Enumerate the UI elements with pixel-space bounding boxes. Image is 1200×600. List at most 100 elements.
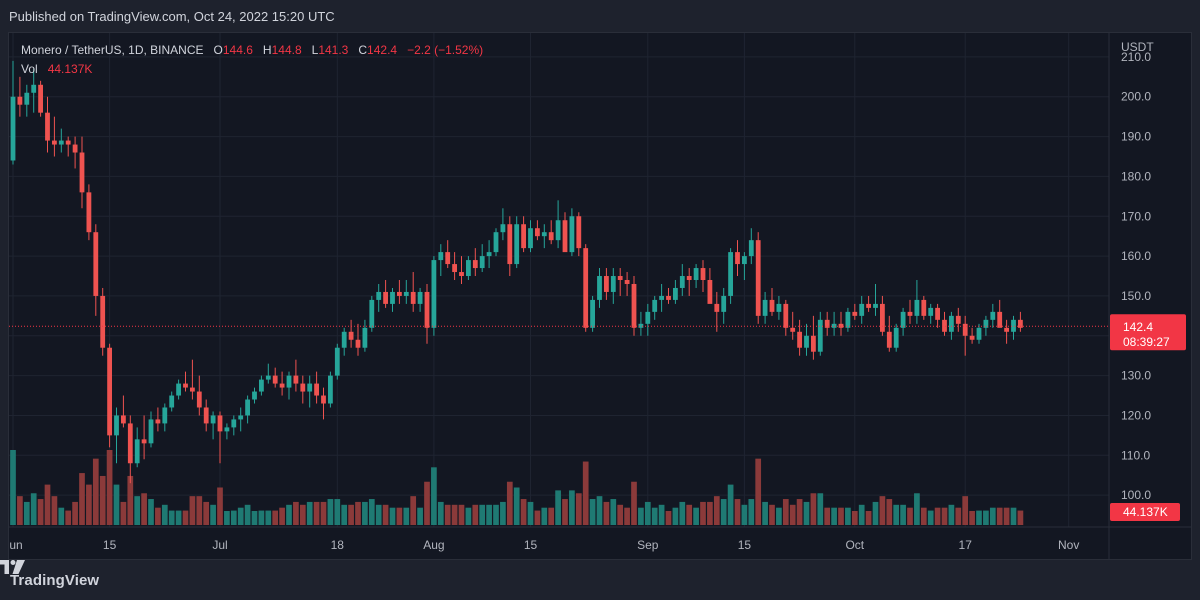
candle-body — [886, 331, 892, 348]
volume-bar — [106, 450, 113, 525]
volume-bar — [444, 504, 451, 525]
volume-bar — [562, 499, 568, 525]
candle-body — [866, 303, 871, 308]
candlestick-chart[interactable]: 210.0200.0190.0180.0170.0160.0150.0140.0… — [9, 33, 1192, 560]
x-tick-label: 15 — [738, 538, 752, 552]
candle-body — [196, 391, 202, 408]
candle-body — [403, 291, 409, 296]
volume-bar — [210, 504, 216, 525]
candle-body — [707, 280, 713, 304]
volume-bar — [713, 496, 720, 525]
volume-bar — [148, 499, 154, 525]
volume-bar — [762, 501, 768, 525]
volume-bar — [486, 504, 492, 525]
volume-bar — [589, 499, 596, 525]
volume-bar — [99, 475, 106, 525]
candle-body — [811, 335, 816, 352]
y-tick-label: 180.0 — [1121, 169, 1151, 183]
candle-body — [300, 383, 306, 392]
candle-body — [410, 291, 416, 304]
symbol-label[interactable]: Monero / TetherUS, 1D, BINANCE — [21, 43, 204, 57]
volume-bar — [44, 484, 51, 525]
candle-body — [58, 140, 64, 145]
candle-body — [893, 327, 899, 348]
volume-bar — [348, 504, 354, 525]
candle-body — [645, 311, 651, 324]
volume-bar — [30, 493, 37, 525]
candle-body — [17, 96, 23, 105]
volume-bar — [51, 496, 58, 525]
volume-bar — [575, 493, 582, 525]
volume-bar — [251, 511, 258, 525]
volume-bar — [451, 504, 458, 525]
volume-bar — [976, 510, 982, 525]
close-label: C — [358, 43, 368, 57]
volume-bar — [734, 499, 741, 525]
volume-bar — [258, 510, 265, 525]
candle-body — [31, 84, 37, 93]
candle-body — [121, 415, 126, 424]
candle-body — [1011, 319, 1016, 332]
candle-body — [238, 415, 244, 420]
volume-bar — [796, 499, 803, 525]
volume-bar — [803, 501, 810, 525]
y-tick-label: 130.0 — [1121, 369, 1151, 383]
legend-volume-row: Vol 44.137K — [21, 60, 483, 79]
volume-bar — [362, 501, 368, 525]
volume-label[interactable]: Vol — [21, 62, 38, 76]
volume-bar — [686, 504, 693, 525]
candle-body — [535, 228, 540, 237]
candle-body — [486, 252, 492, 257]
volume-badge-label: 44.137K — [1123, 505, 1168, 519]
candle-body — [279, 383, 285, 388]
x-tick-label: Aug — [423, 538, 444, 552]
volume-bar — [431, 467, 437, 525]
candle-body — [548, 232, 554, 241]
tradingview-logo-icon — [0, 560, 25, 574]
candle-body — [362, 327, 368, 348]
candle-body — [245, 399, 250, 416]
volume-bar — [520, 499, 527, 525]
y-tick-label: 160.0 — [1121, 249, 1151, 263]
volume-bar — [782, 499, 789, 525]
chart-pane[interactable]: 210.0200.0190.0180.0170.0160.0150.0140.0… — [8, 32, 1192, 560]
volume-bar — [810, 493, 817, 525]
candle-body — [679, 276, 685, 288]
candle-body — [817, 319, 823, 352]
volume-bar — [865, 511, 872, 525]
volume-bar — [527, 501, 534, 525]
candle-body — [328, 375, 333, 404]
candle-body — [472, 260, 478, 269]
candle-body — [134, 439, 140, 464]
volume-bar — [755, 458, 762, 525]
x-tick-label: 15 — [524, 538, 538, 552]
volume-bar — [382, 504, 389, 525]
volume-bar — [230, 510, 237, 525]
candle-body — [969, 335, 975, 340]
last-price-label: 142.4 — [1123, 320, 1153, 334]
volume-bar — [37, 499, 44, 525]
volume-bar — [727, 484, 734, 525]
volume-bar — [92, 458, 99, 525]
candle-body — [72, 144, 78, 153]
open-label: O — [213, 43, 223, 57]
volume-bar — [472, 504, 479, 525]
candle-body — [265, 375, 271, 380]
y-tick-label: 170.0 — [1121, 209, 1151, 223]
volume-bar — [700, 501, 706, 525]
volume-bar — [458, 504, 465, 525]
volume-bar — [624, 507, 630, 525]
candle-body — [569, 216, 575, 253]
candle-body — [735, 252, 740, 265]
candle-body — [314, 383, 319, 396]
x-tick-label: 17 — [959, 538, 973, 552]
candle-body — [431, 260, 437, 328]
tradingview-brand[interactable]: TradingView — [10, 571, 100, 589]
candle-body — [376, 291, 382, 300]
volume-bar — [244, 504, 251, 525]
candle-body — [307, 383, 313, 392]
volume-bar — [948, 504, 955, 525]
volume-bar — [334, 499, 341, 525]
volume-bar — [541, 507, 548, 525]
candle-body — [355, 339, 361, 348]
